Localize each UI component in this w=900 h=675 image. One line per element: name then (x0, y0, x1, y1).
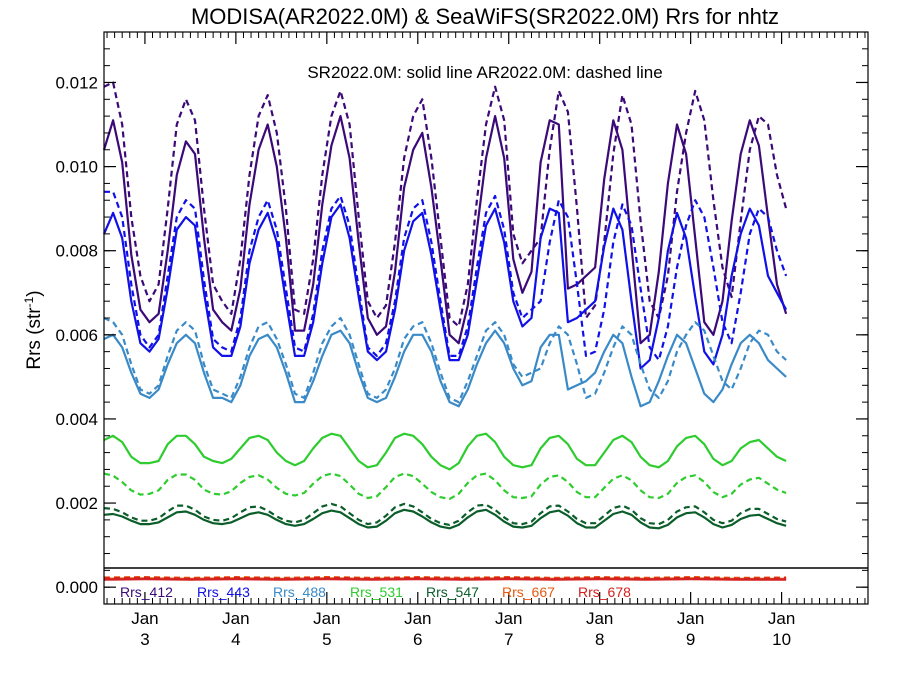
series-rrs-547-dashed (103, 502, 787, 527)
x-tick-month: Jan (677, 609, 704, 628)
y-tick-label: 0.012 (55, 73, 98, 92)
legend-item-rrs-678: Rrs_678 (578, 584, 631, 600)
x-tick-year: 5 (322, 630, 331, 649)
series-rrs-678-dashed (103, 576, 787, 580)
x-tick-month: Jan (313, 609, 340, 628)
series-rrs-488-solid (103, 329, 787, 408)
y-tick-label: 0.002 (55, 494, 98, 513)
y-axis-label-close: ) (24, 290, 45, 296)
series-rrs-443-dashed (104, 190, 788, 362)
chart-title: MODISA(AR2022.0M) & SeaWiFS(SR2022.0M) R… (191, 4, 779, 29)
series-rrs-531-dashed (103, 472, 787, 500)
y-axis-label-main: Rrs (str (24, 307, 45, 370)
series-rrs-412-dashed (103, 81, 788, 328)
y-tick-label: 0.004 (55, 410, 98, 429)
series-group (102, 81, 788, 581)
legend: Rrs_412 Rrs_443 Rrs_488 Rrs_531 Rrs_547 Rrs_6… (120, 584, 631, 600)
y-tick-label: 0.008 (55, 242, 98, 261)
series-rrs-443-solid (102, 203, 788, 370)
x-tick-month: Jan (222, 609, 249, 628)
series-rrs-547-solid (103, 508, 787, 530)
x-tick-year: 6 (413, 630, 422, 649)
y-tick-label: 0.000 (55, 578, 98, 597)
x-tick-month: Jan (586, 609, 613, 628)
legend-item-rrs-488: Rrs_488 (273, 584, 326, 600)
x-axis: Jan 3 Jan 4 Jan 5 Jan 6 Jan 7 Jan 8 Jan 9 Jan 10 (106, 32, 866, 649)
legend-item-rrs-443: Rrs_443 (197, 584, 250, 600)
y-axis-label: Rrs (str-1) (22, 290, 45, 369)
series-rrs-488-dashed (103, 316, 787, 404)
x-tick-year: 9 (686, 630, 695, 649)
x-tick-month: Jan (495, 609, 522, 628)
series-rrs-531-solid (103, 432, 787, 471)
x-tick-month: Jan (768, 609, 795, 628)
y-axis: 0.000 0.002 0.004 0.006 0.008 0.010 0.012 (55, 31, 868, 605)
x-tick-year: 8 (595, 630, 604, 649)
legend-item-rrs-667: Rrs_667 (502, 584, 555, 600)
legend-item-rrs-547: Rrs_547 (426, 584, 479, 600)
y-tick-label: 0.010 (55, 158, 98, 177)
x-tick-month: Jan (404, 609, 431, 628)
x-tick-year: 7 (504, 630, 513, 649)
x-tick-year: 3 (140, 630, 149, 649)
x-tick-month: Jan (131, 609, 158, 628)
x-tick-year: 10 (772, 630, 791, 649)
x-tick-year: 4 (231, 630, 240, 649)
y-axis-label-superscript: -1 (22, 296, 36, 307)
legend-item-rrs-412: Rrs_412 (120, 584, 173, 600)
legend-item-rrs-531: Rrs_531 (350, 584, 403, 600)
series-rrs-412-solid (102, 114, 788, 345)
y-tick-label: 0.006 (55, 326, 98, 345)
line-style-annotation: SR2022.0M: solid line AR2022.0M: dashed … (307, 63, 662, 82)
